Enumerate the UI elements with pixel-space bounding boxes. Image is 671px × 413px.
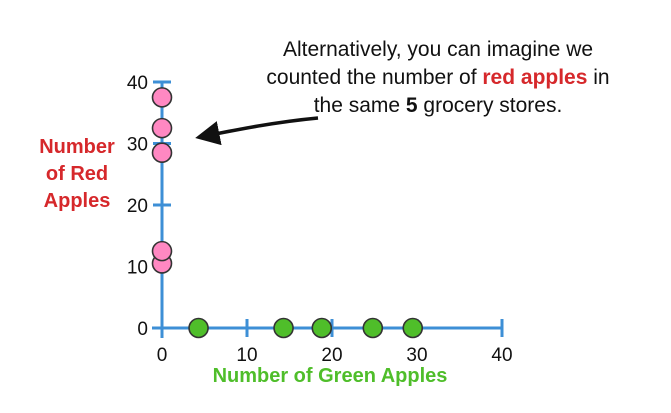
y-tick-label: 20: [127, 196, 148, 217]
annotation-text: Alternatively, you can imagine we counte…: [248, 36, 628, 120]
annotation-line-3: the same 5 grocery stores.: [248, 92, 628, 120]
annotation-highlight-count: 5: [405, 94, 418, 117]
red-apple-point: [151, 117, 173, 139]
red-apple-point: [151, 240, 173, 262]
red-apple-point: [151, 142, 173, 164]
y-tick-label: 30: [127, 135, 148, 156]
ticks: [152, 80, 504, 338]
y-axis-label-line-1: Number: [39, 136, 115, 158]
green-apple-point: [402, 317, 424, 339]
annotation-line-2: counted the number of red apples in: [248, 64, 628, 92]
annotation-line-3-tail: grocery stores.: [417, 94, 563, 117]
green-apple-point: [311, 317, 333, 339]
x-tick-label: 10: [236, 345, 257, 366]
y-axis-label-line-3: Apples: [43, 190, 111, 212]
x-tick-label: 30: [406, 345, 427, 366]
y-tick-label: 40: [127, 73, 148, 94]
y-axis-label: Number of Red Apples: [22, 134, 132, 215]
annotation-line-1: Alternatively, you can imagine we: [282, 38, 594, 61]
y-tick-label: 0: [137, 319, 148, 340]
red-apple-point: [151, 87, 173, 108]
annotation-line-2-tail: in: [587, 66, 610, 89]
annotation-line-2-text: counted the number of: [266, 66, 483, 89]
green-apple-point: [362, 317, 384, 339]
green-apple-point: [273, 317, 294, 339]
annotation-arrow: [195, 116, 319, 146]
green-apple-point: [188, 317, 209, 339]
x-tick-label: 40: [491, 345, 512, 366]
x-tick-label: 20: [321, 345, 342, 366]
x-tick-label: 0: [157, 345, 168, 366]
x-axis-label: Number of Green Apples: [212, 365, 448, 387]
data-points: [151, 87, 424, 339]
annotation-highlight-red-apples: red apples: [482, 66, 588, 89]
y-tick-label: 10: [127, 258, 148, 279]
y-axis-label-line-2: of Red: [45, 163, 109, 185]
tick-labels: 0 10 20 30 40 0 10 20 30 40: [127, 73, 513, 366]
annotation-line-3-text: the same: [313, 94, 406, 117]
